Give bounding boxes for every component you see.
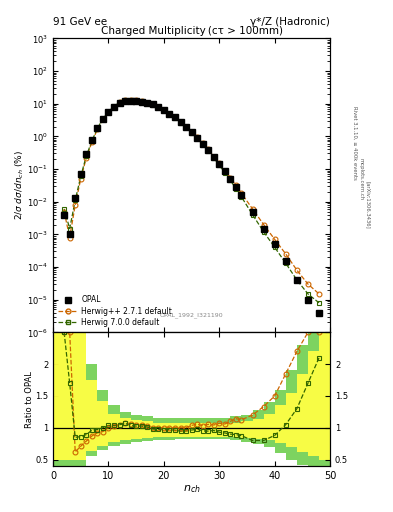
Text: mcplots.cern.ch: mcplots.cern.ch (358, 158, 364, 200)
Legend: OPAL, Herwig++ 2.7.1 default, Herwig 7.0.0 default: OPAL, Herwig++ 2.7.1 default, Herwig 7.0… (57, 294, 174, 329)
X-axis label: $n_{ch}$: $n_{ch}$ (183, 483, 200, 495)
Title: Charged Multiplicity (cτ > 100mm): Charged Multiplicity (cτ > 100mm) (101, 26, 283, 36)
Text: [arXiv:1306.3436]: [arXiv:1306.3436] (365, 181, 371, 229)
Text: Rivet 3.1.10, ≥ 400k events: Rivet 3.1.10, ≥ 400k events (352, 106, 357, 180)
Y-axis label: Ratio to OPAL: Ratio to OPAL (25, 371, 34, 428)
Text: γ*/Z (Hadronic): γ*/Z (Hadronic) (250, 17, 330, 27)
Y-axis label: $2/\sigma\;d\sigma/dn_{ch}$ (%): $2/\sigma\;d\sigma/dn_{ch}$ (%) (13, 151, 26, 221)
Text: OPAL_1992_I321190: OPAL_1992_I321190 (160, 312, 223, 317)
Text: 91 GeV ee: 91 GeV ee (53, 17, 107, 27)
